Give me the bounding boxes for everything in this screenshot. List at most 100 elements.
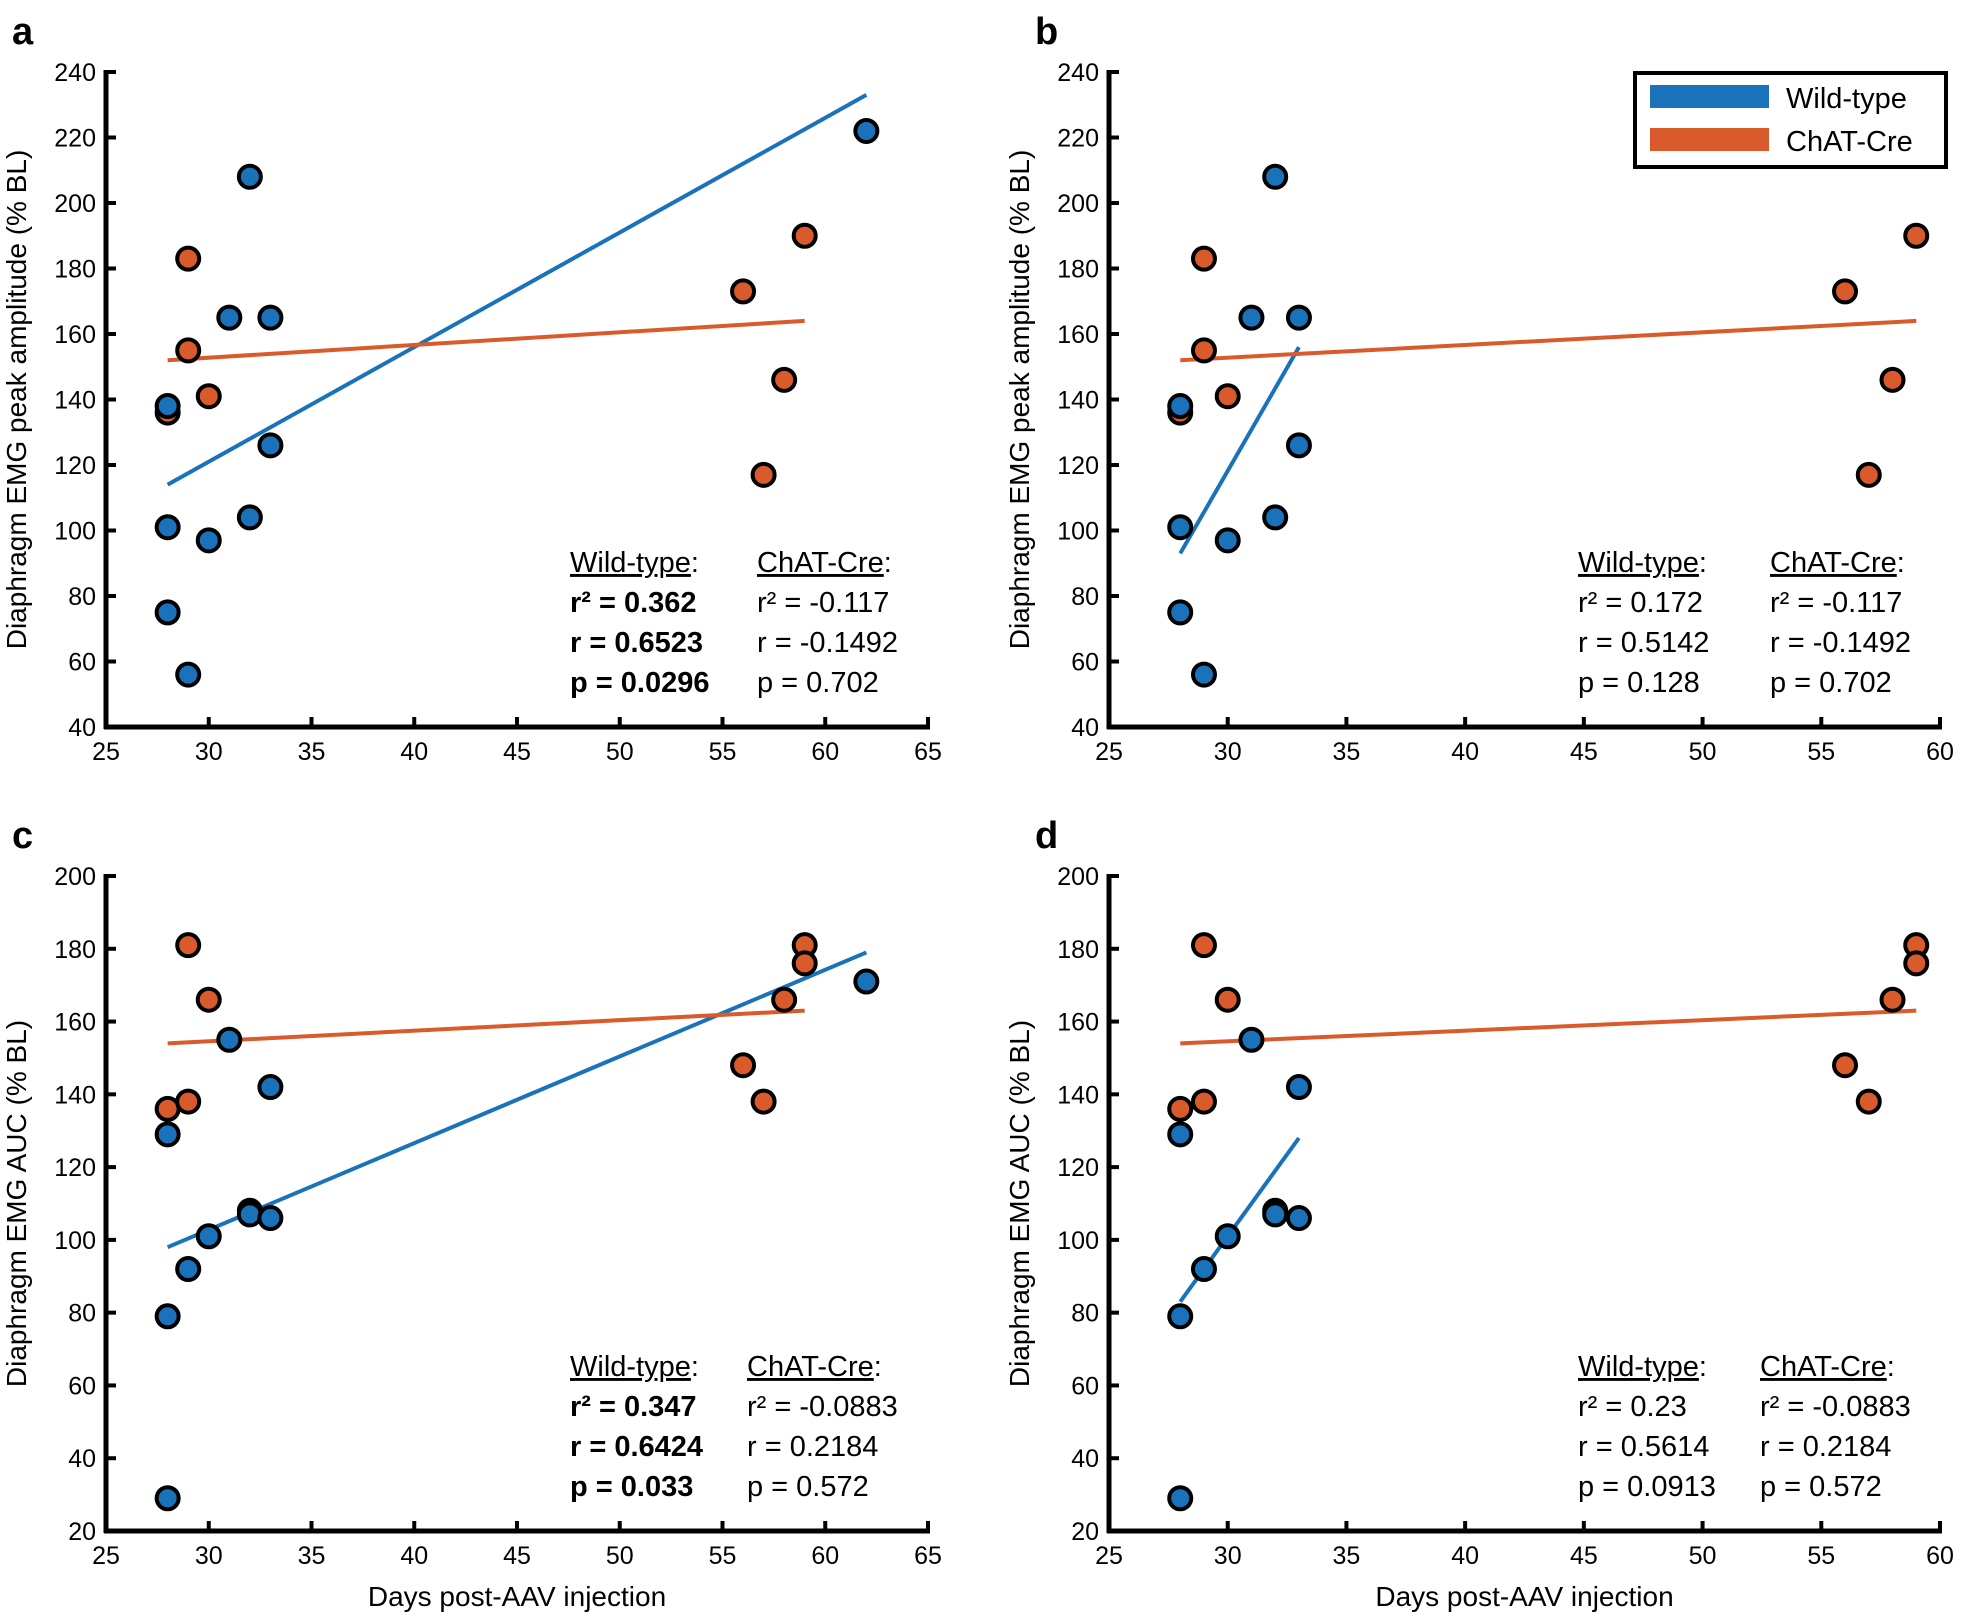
y-tick-label: 180 [54, 936, 96, 964]
wild-type-point [175, 661, 202, 688]
chat-cre-point [750, 461, 777, 488]
x-axis-title: Days post-AAV injection [1375, 1581, 1673, 1612]
y-tick-label: 220 [54, 125, 96, 153]
chat-cre-point [1855, 1088, 1882, 1115]
x-tick-label: 45 [503, 738, 531, 766]
stats-wild-type-p: p = 0.0913 [1578, 1471, 1716, 1503]
wild-type-point [154, 1121, 181, 1148]
stats-chat-cre-p: p = 0.702 [757, 667, 879, 699]
wild-type-point [1167, 393, 1194, 420]
stats-chat-cre-r2: r² = -0.117 [1770, 587, 1902, 619]
x-tick-label: 45 [1570, 1542, 1598, 1570]
y-tick-label: 60 [68, 1372, 96, 1400]
y-tick-label: 120 [1057, 1154, 1099, 1182]
wild-type-point [1285, 432, 1312, 459]
y-tick-label: 100 [54, 518, 96, 546]
y-tick-label: 160 [54, 1009, 96, 1037]
chat-cre-point [1190, 245, 1217, 272]
chat-cre-point [1832, 1052, 1859, 1079]
stats-wild-type-r2: r² = 0.362 [570, 587, 697, 619]
y-tick-label: 200 [1057, 190, 1099, 218]
x-tick-label: 30 [195, 738, 223, 766]
wild-type-point [236, 504, 263, 531]
x-tick-label: 50 [1689, 1542, 1717, 1570]
x-tick-label: 65 [914, 738, 942, 766]
x-tick-label: 25 [92, 1542, 120, 1570]
chat-cre-point [175, 1088, 202, 1115]
panel-a: 40 60 80 100 120 140 160 180 200 220 240 25 30 35 40 45… [1, 59, 942, 766]
y-tick-label: 240 [1057, 59, 1099, 87]
y-tick-label: 220 [1057, 125, 1099, 153]
y-tick-label: 60 [68, 649, 96, 677]
stats-wild-type-header: Wild-type [570, 547, 691, 579]
stats-wild-type-r: r = 0.6523 [570, 627, 703, 659]
chat-cre-point [730, 278, 757, 305]
wild-type-point [195, 1223, 222, 1250]
wild-type-point [1285, 1074, 1312, 1101]
x-tick-label: 30 [1214, 1542, 1242, 1570]
wild-type-point [216, 304, 243, 331]
y-axis-title: Diaphragm EMG AUC (% BL) [1, 1020, 32, 1387]
wild-type-point [853, 968, 880, 995]
wild-type-point [1190, 661, 1217, 688]
y-tick-label: 80 [1071, 583, 1099, 611]
chat-cre-point [1190, 932, 1217, 959]
wild-type-point [1262, 1201, 1289, 1228]
stats-chat-cre-header: ChAT-Cre [757, 547, 884, 579]
stats-wild-type-colon: : [691, 547, 699, 579]
wild-type-point [257, 1074, 284, 1101]
chat-cre-fit-line [167, 1008, 805, 1046]
stats-chat-cre-r2: r² = -0.0883 [1760, 1391, 1911, 1423]
wild-type-point [236, 1201, 263, 1228]
wild-type-point [1167, 1303, 1194, 1330]
x-tick-label: 30 [1214, 738, 1242, 766]
wild-type-point [1285, 1205, 1312, 1232]
legend-label-chat-cre: ChAT-Cre [1786, 126, 1913, 158]
wild-type-point [1285, 304, 1312, 331]
y-tick-label: 200 [54, 863, 96, 891]
wild-type-point [1214, 527, 1241, 554]
chat-cre-point [1855, 461, 1882, 488]
wild-type-fit-line [166, 950, 868, 1250]
y-tick-label: 40 [1071, 1445, 1099, 1473]
stats-chat-cre-colon: : [1897, 547, 1905, 579]
wild-type-point [1167, 1485, 1194, 1512]
chat-cre-point [1832, 278, 1859, 305]
x-tick-label: 25 [1095, 1542, 1123, 1570]
stats-chat-cre-r: r = 0.2184 [747, 1431, 878, 1463]
x-tick-label: 55 [1807, 738, 1835, 766]
y-tick-label: 60 [1071, 1372, 1099, 1400]
panel-label-a: a [12, 11, 34, 53]
wild-type-point [1262, 163, 1289, 190]
stats-wild-type-colon: : [1699, 547, 1707, 579]
y-tick-label: 180 [1057, 256, 1099, 284]
x-tick-label: 35 [1333, 738, 1361, 766]
wild-type-point [1238, 304, 1265, 331]
x-tick-label: 40 [1451, 1542, 1479, 1570]
chat-cre-fit-line [167, 318, 805, 363]
wild-type-fit-line [1178, 346, 1301, 555]
x-tick-label: 60 [811, 1542, 839, 1570]
stats-wild-type-r2: r² = 0.347 [570, 1391, 697, 1423]
y-tick-label: 40 [68, 714, 96, 742]
x-tick-label: 30 [195, 1542, 223, 1570]
y-tick-label: 180 [1057, 936, 1099, 964]
wild-type-point [1238, 1026, 1265, 1053]
panel-label-c: c [12, 815, 33, 857]
y-tick-label: 40 [1071, 714, 1099, 742]
panel-b: 40 60 80 100 120 140 160 180 200 220 240 25 30 35 40 45… [1004, 59, 1954, 766]
panel-label-d: d [1035, 815, 1058, 857]
wild-type-point [175, 1256, 202, 1282]
y-tick-label: 200 [1057, 863, 1099, 891]
chat-cre-point [1214, 383, 1241, 410]
chat-cre-point [175, 245, 202, 272]
x-tick-label: 45 [1570, 738, 1598, 766]
stats-wild-type-r: r = 0.5614 [1578, 1431, 1709, 1463]
wild-type-point [1190, 1256, 1217, 1282]
wild-type-point [236, 163, 263, 190]
y-tick-label: 140 [54, 387, 96, 415]
stats-chat-cre-p: p = 0.572 [1760, 1471, 1882, 1503]
x-tick-label: 65 [914, 1542, 942, 1570]
y-tick-label: 20 [1071, 1518, 1099, 1546]
